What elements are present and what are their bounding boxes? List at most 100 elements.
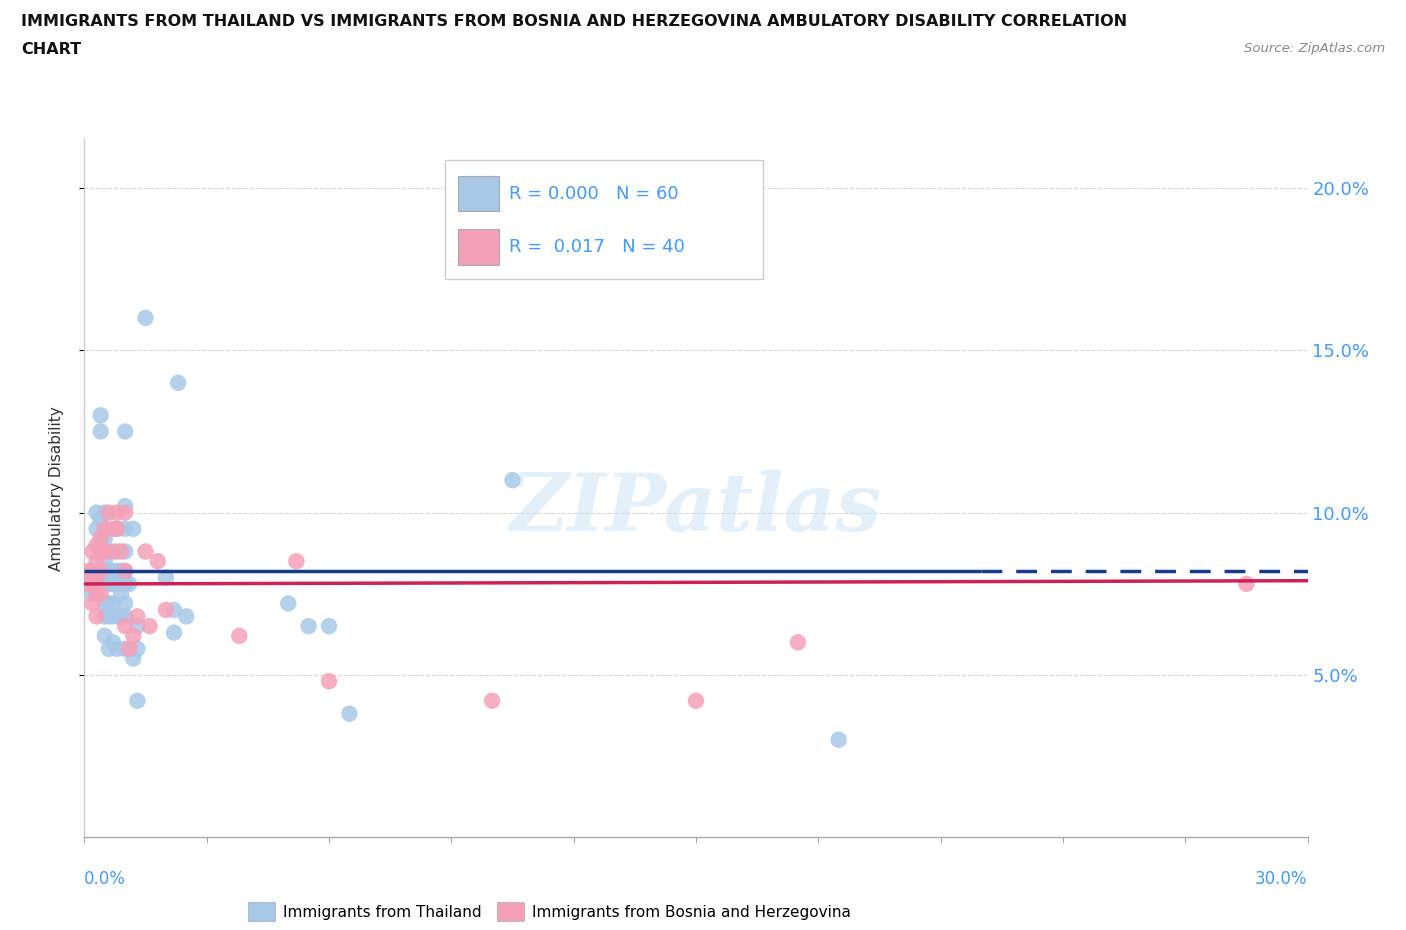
Point bbox=[114, 618, 136, 633]
Point bbox=[285, 553, 308, 568]
Point bbox=[105, 577, 128, 591]
Point bbox=[86, 522, 108, 537]
Point bbox=[82, 596, 104, 611]
Point bbox=[86, 505, 108, 520]
Point bbox=[90, 564, 112, 578]
Text: IMMIGRANTS FROM THAILAND VS IMMIGRANTS FROM BOSNIA AND HERZEGOVINA AMBULATORY DI: IMMIGRANTS FROM THAILAND VS IMMIGRANTS F… bbox=[21, 14, 1128, 29]
Point bbox=[105, 564, 128, 578]
Point bbox=[110, 544, 132, 559]
Point bbox=[176, 609, 198, 624]
Point bbox=[97, 505, 120, 520]
Point bbox=[93, 553, 117, 568]
Point bbox=[93, 505, 117, 520]
Point bbox=[138, 618, 160, 633]
Point bbox=[105, 505, 128, 520]
Point bbox=[167, 376, 190, 391]
Point bbox=[93, 596, 117, 611]
Point bbox=[481, 693, 503, 708]
Point bbox=[86, 609, 108, 624]
Point bbox=[114, 544, 136, 559]
Point bbox=[122, 629, 145, 644]
Point bbox=[114, 564, 136, 578]
Point bbox=[105, 642, 128, 657]
Point bbox=[122, 522, 145, 537]
Point bbox=[97, 564, 120, 578]
Point bbox=[86, 586, 108, 601]
Point bbox=[90, 544, 112, 559]
Point bbox=[127, 609, 149, 624]
Point bbox=[90, 424, 112, 439]
Point bbox=[110, 586, 132, 601]
Point bbox=[97, 577, 120, 591]
Point bbox=[114, 498, 136, 513]
Point bbox=[114, 505, 136, 520]
Point bbox=[90, 586, 112, 601]
Point bbox=[118, 577, 141, 591]
Point bbox=[685, 693, 707, 708]
Text: ZIPatlas: ZIPatlas bbox=[510, 471, 882, 548]
Point bbox=[127, 618, 149, 633]
Point bbox=[86, 570, 108, 585]
Point bbox=[146, 553, 169, 568]
Point bbox=[114, 609, 136, 624]
Point bbox=[93, 629, 117, 644]
Point bbox=[318, 674, 340, 689]
Point bbox=[97, 596, 120, 611]
Point bbox=[155, 603, 177, 618]
Point bbox=[105, 522, 128, 537]
Point bbox=[298, 618, 321, 633]
Point bbox=[97, 544, 120, 559]
Point bbox=[135, 311, 157, 325]
Point bbox=[90, 408, 112, 423]
Point bbox=[114, 577, 136, 591]
Point bbox=[93, 531, 117, 546]
Point bbox=[163, 625, 186, 640]
Point bbox=[77, 564, 100, 578]
Point bbox=[228, 629, 250, 644]
Point bbox=[82, 577, 104, 591]
Point bbox=[110, 609, 132, 624]
Point bbox=[127, 693, 149, 708]
Point bbox=[318, 618, 340, 633]
Point bbox=[339, 706, 361, 721]
Point bbox=[105, 544, 128, 559]
Point bbox=[114, 564, 136, 578]
Point bbox=[127, 642, 149, 657]
Point bbox=[77, 577, 100, 591]
Point bbox=[101, 635, 124, 650]
Point bbox=[155, 570, 177, 585]
Point bbox=[82, 586, 104, 601]
Point bbox=[97, 642, 120, 657]
Point bbox=[787, 635, 810, 650]
Point bbox=[118, 642, 141, 657]
Point bbox=[1236, 577, 1258, 591]
Point bbox=[828, 732, 851, 747]
Point bbox=[90, 512, 112, 526]
Point bbox=[86, 538, 108, 552]
Point bbox=[110, 564, 132, 578]
Point bbox=[82, 564, 104, 578]
Point bbox=[277, 596, 299, 611]
Text: 0.0%: 0.0% bbox=[84, 870, 127, 887]
Point bbox=[135, 544, 157, 559]
Point bbox=[114, 596, 136, 611]
Text: 30.0%: 30.0% bbox=[1256, 870, 1308, 887]
Point bbox=[101, 577, 124, 591]
Point bbox=[90, 531, 112, 546]
Point bbox=[101, 564, 124, 578]
Text: Source: ZipAtlas.com: Source: ZipAtlas.com bbox=[1244, 42, 1385, 55]
Point bbox=[122, 651, 145, 666]
Point bbox=[93, 609, 117, 624]
Point bbox=[114, 642, 136, 657]
Y-axis label: Ambulatory Disability: Ambulatory Disability bbox=[49, 405, 63, 571]
Point bbox=[101, 609, 124, 624]
Point bbox=[105, 609, 128, 624]
Point bbox=[114, 424, 136, 439]
Point bbox=[93, 522, 117, 537]
Point bbox=[101, 596, 124, 611]
Point bbox=[502, 472, 524, 487]
Point bbox=[86, 553, 108, 568]
Point bbox=[101, 544, 124, 559]
Point bbox=[105, 522, 128, 537]
Point bbox=[82, 544, 104, 559]
